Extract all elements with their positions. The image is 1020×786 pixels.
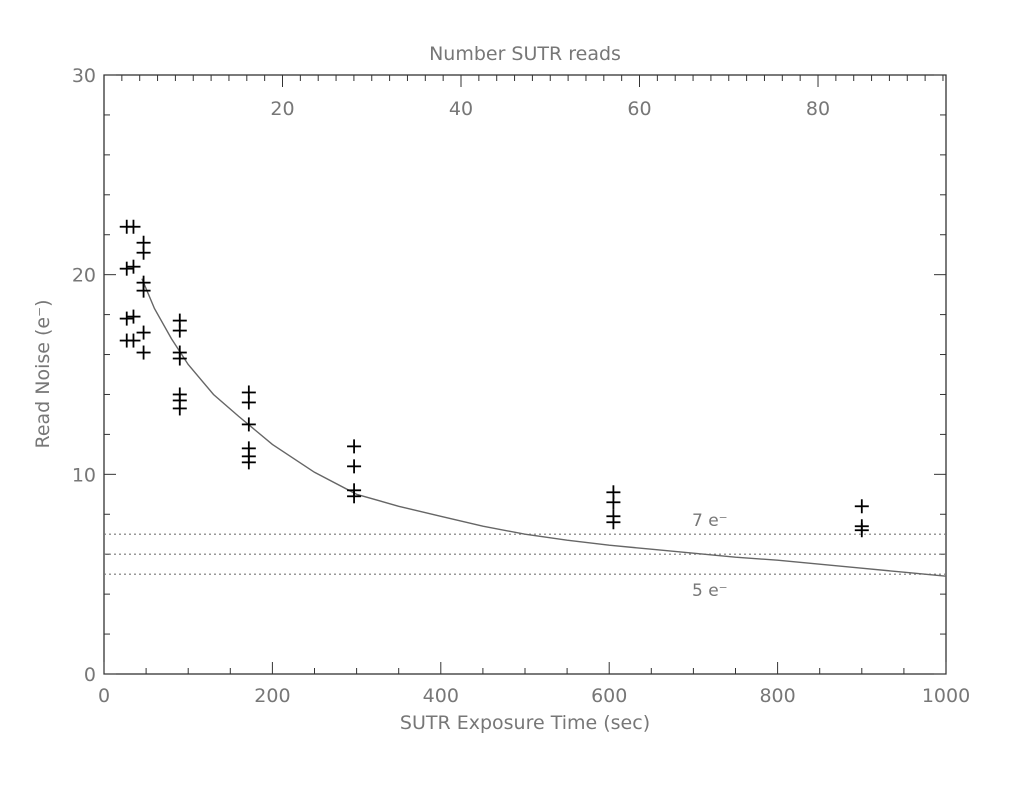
top-tick-label: 20 xyxy=(270,98,294,120)
y-tick-labels: 0 10 20 30 xyxy=(72,65,96,686)
reference-line-label: 7 e⁻ xyxy=(692,511,728,531)
data-point xyxy=(241,455,256,470)
x-axis-label: SUTR Exposure Time (sec) xyxy=(400,712,650,734)
x-tick-label: 200 xyxy=(254,685,290,707)
data-point xyxy=(119,311,134,326)
x-tick-labels: 0 200 400 600 800 1000 xyxy=(98,685,970,707)
data-point xyxy=(347,439,362,454)
data-point xyxy=(347,489,362,504)
data-point xyxy=(606,495,621,510)
data-point xyxy=(854,499,869,514)
y-tick-label: 10 xyxy=(72,464,96,486)
top-tick-label: 40 xyxy=(449,98,473,120)
data-point xyxy=(126,309,141,324)
top-tick-label: 60 xyxy=(627,98,651,120)
data-point xyxy=(136,345,151,360)
data-point xyxy=(241,395,256,410)
top-tick-label: 80 xyxy=(806,98,830,120)
x-tick-label: 0 xyxy=(98,685,110,707)
data-point xyxy=(606,515,621,530)
data-point xyxy=(126,259,141,274)
data-point xyxy=(119,261,134,276)
data-point xyxy=(172,401,187,416)
x-tick-label: 400 xyxy=(423,685,459,707)
data-points xyxy=(119,219,869,538)
y-tick-label: 0 xyxy=(84,664,96,686)
data-point xyxy=(136,245,151,260)
top-tick-labels: 20 40 60 80 xyxy=(270,98,830,120)
data-point xyxy=(172,351,187,366)
data-point xyxy=(347,459,362,474)
reference-line-label: 5 e⁻ xyxy=(692,581,728,601)
reference-lines xyxy=(104,533,946,575)
major-ticks xyxy=(103,74,947,675)
data-point xyxy=(172,323,187,338)
data-point xyxy=(126,333,141,348)
data-point xyxy=(136,325,151,340)
minor-ticks xyxy=(104,75,946,674)
fit-curve xyxy=(141,278,947,577)
data-point xyxy=(854,523,869,538)
y-tick-label: 20 xyxy=(72,265,96,287)
chart-title: Number SUTR reads xyxy=(429,43,621,65)
plot-frame xyxy=(103,74,947,675)
data-point xyxy=(126,219,141,234)
data-point xyxy=(136,283,151,298)
y-axis-label: Read Noise (e⁻) xyxy=(32,299,54,448)
data-point xyxy=(241,417,256,432)
x-tick-label: 1000 xyxy=(922,685,970,707)
reference-line-labels: 7 e⁻ 5 e⁻ xyxy=(692,511,728,601)
x-tick-label: 800 xyxy=(759,685,795,707)
y-tick-label: 30 xyxy=(72,65,96,87)
x-tick-label: 600 xyxy=(591,685,627,707)
